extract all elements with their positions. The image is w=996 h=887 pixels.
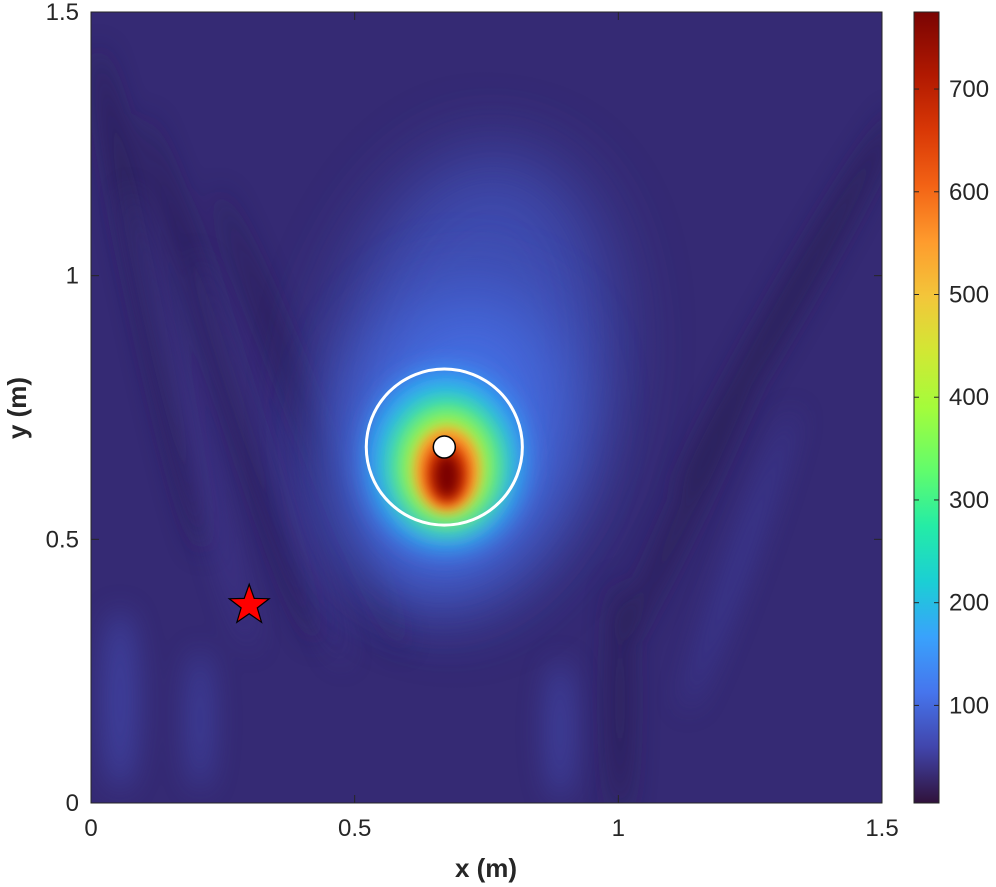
y-axis: 0 0.5 1 1.5	[46, 0, 882, 817]
y-tick-label: 0	[66, 790, 79, 817]
colorbar-ticks: 100 200 300 400 500 600 700	[914, 76, 989, 719]
x-axis: 0 0.5 1 1.5	[84, 12, 899, 842]
x-tick-label: 0.5	[338, 815, 371, 842]
x-tick-label: 1	[612, 815, 625, 842]
colorbar-gradient	[914, 12, 939, 803]
colorbar-tick-label: 400	[949, 384, 989, 411]
plot-frame	[90, 11, 883, 804]
source-star-marker	[227, 582, 271, 624]
colorbar: 100 200 300 400 500 600 700	[913, 11, 989, 804]
colorbar-tick-label: 600	[949, 179, 989, 206]
colorbar-tick-label: 100	[949, 692, 989, 719]
x-tick-label: 0	[84, 815, 97, 842]
y-tick-label: 1.5	[46, 0, 79, 26]
x-tick-label: 1.5	[865, 815, 898, 842]
colorbar-tick-label: 500	[949, 282, 989, 309]
estimate-circle	[364, 367, 524, 527]
markers	[227, 367, 524, 624]
y-tick-label: 1	[66, 263, 79, 290]
colorbar-frame	[913, 11, 940, 804]
y-tick-label: 0.5	[46, 526, 79, 553]
heatmap-field	[91, 12, 882, 803]
colorbar-tick-label: 200	[949, 590, 989, 617]
colorbar-tick-label: 300	[949, 487, 989, 514]
estimate-dot	[432, 435, 457, 459]
colorbar-tick-label: 700	[949, 76, 989, 103]
y-axis-label: y (m)	[2, 377, 32, 439]
x-axis-label: x (m)	[455, 853, 517, 883]
